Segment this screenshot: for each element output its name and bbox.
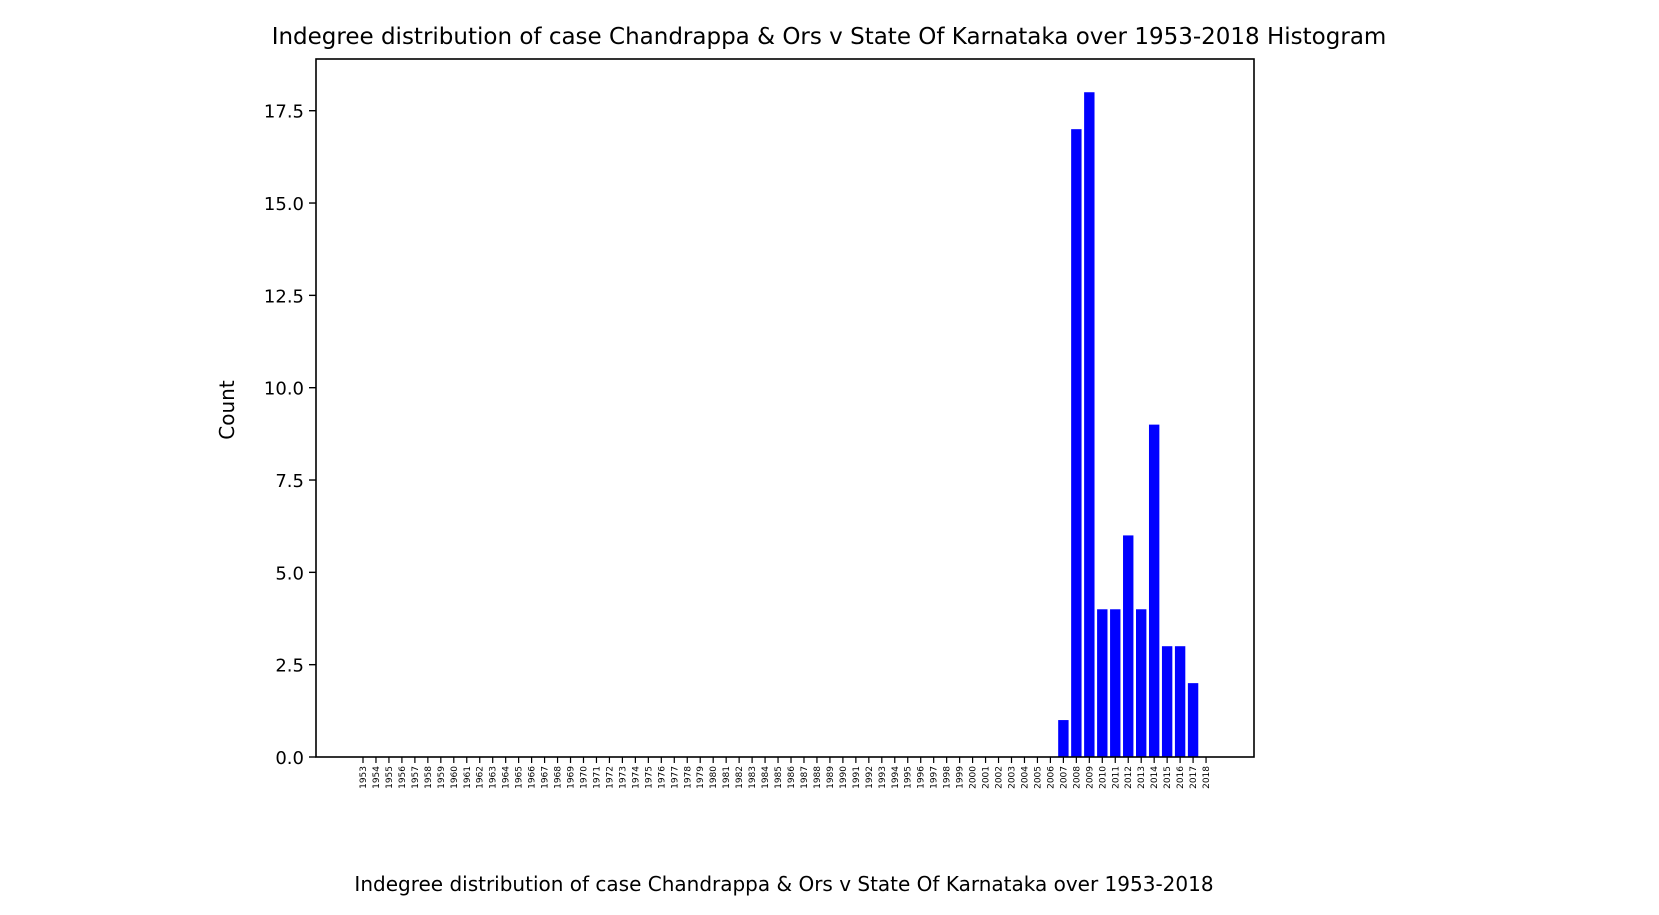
bar-2011: [1110, 609, 1121, 757]
y-tick-label: 10.0: [264, 379, 304, 400]
x-tick-label: 1963: [489, 766, 499, 789]
x-tick-label: 1992: [865, 766, 875, 789]
x-tick-label: 1966: [528, 766, 538, 789]
x-tick-label: 1991: [852, 766, 862, 789]
x-tick-label: 1977: [670, 766, 680, 789]
x-tick-label: 2010: [1098, 766, 1108, 789]
x-tick-label: 1975: [644, 766, 654, 789]
x-tick-label: 2008: [1072, 766, 1082, 789]
x-tick-label: 1994: [891, 766, 901, 789]
bar-2017: [1187, 683, 1199, 757]
bar-2014: [1148, 424, 1160, 757]
x-axis-ticks: 1953 1954 1955 1956 1957 1958 1959 1960 1961 1962…: [359, 757, 1212, 789]
x-axis-label: Indegree distribution of case Chandrappa…: [354, 872, 1213, 896]
x-tick-label: 1984: [761, 766, 771, 789]
x-tick-label: 1980: [709, 766, 719, 789]
x-tick-label: 1972: [605, 766, 615, 789]
bar-2009: [1084, 92, 1095, 757]
bar-2013: [1136, 609, 1147, 757]
x-tick-label: 1960: [450, 766, 460, 789]
x-tick-label: 1959: [437, 766, 447, 789]
x-tick-label: 2014: [1150, 766, 1160, 789]
x-tick-label: 1986: [787, 766, 797, 789]
y-tick-label: 7.5: [275, 471, 304, 492]
y-axis-label: Count: [215, 380, 239, 440]
bar-2008: [1071, 129, 1082, 757]
x-tick-label: 1979: [696, 766, 706, 789]
plot-frame: [315, 58, 1255, 758]
y-tick-label: 5.0: [275, 563, 304, 584]
bar-2015: [1161, 646, 1173, 757]
x-tick-label: 1961: [463, 766, 473, 789]
x-tick-label: 2018: [1202, 766, 1212, 789]
x-tick-label: 2002: [995, 766, 1005, 789]
x-tick-label: 1974: [631, 766, 641, 789]
x-tick-label: 1969: [567, 766, 577, 789]
x-tick-label: 1967: [541, 766, 551, 789]
x-tick-label: 2011: [1111, 766, 1121, 789]
bar-2010: [1097, 609, 1108, 757]
x-tick-label: 1997: [930, 766, 940, 789]
x-tick-label: 2005: [1033, 766, 1043, 789]
x-tick-label: 1958: [424, 766, 434, 789]
x-tick-label: 1998: [943, 766, 953, 789]
x-tick-label: 2007: [1059, 766, 1069, 789]
x-tick-label: 1999: [956, 766, 966, 789]
x-tick-label: 1993: [878, 766, 888, 789]
x-tick-label: 2001: [982, 766, 992, 789]
bar-2012: [1123, 535, 1134, 757]
x-tick-label: 1957: [411, 766, 421, 789]
y-tick-label: 2.5: [275, 656, 304, 677]
y-axis-ticks: 0.0 2.5 5.0 7.5 10.0 12.5 15.0 17.5: [264, 102, 316, 769]
x-tick-label: 1973: [618, 766, 628, 789]
y-tick-label: 0.0: [275, 748, 304, 769]
x-tick-label: 1953: [359, 766, 369, 789]
x-tick-label: 1982: [735, 766, 745, 789]
x-tick-label: 2003: [1008, 766, 1018, 789]
x-tick-label: 2012: [1124, 766, 1134, 789]
bar-2007: [1058, 720, 1069, 757]
x-tick-label: 1976: [657, 766, 667, 789]
y-tick-label: 17.5: [264, 102, 304, 123]
x-tick-label: 1962: [476, 766, 486, 789]
x-tick-label: 1985: [774, 766, 784, 789]
x-tick-label: 1964: [502, 766, 512, 789]
x-tick-label: 1983: [748, 766, 758, 789]
x-tick-label: 2006: [1046, 766, 1056, 789]
bars: [1058, 92, 1199, 757]
x-tick-label: 2004: [1020, 766, 1030, 789]
x-tick-label: 2009: [1085, 766, 1095, 789]
y-tick-label: 15.0: [264, 194, 304, 215]
x-tick-label: 2015: [1163, 766, 1173, 789]
y-tick-label: 12.5: [264, 286, 304, 307]
bar-2016: [1174, 646, 1186, 757]
x-tick-label: 1968: [554, 766, 564, 789]
x-tick-label: 1988: [813, 766, 823, 789]
x-tick-label: 1995: [904, 766, 914, 789]
x-tick-label: 1971: [592, 766, 602, 789]
x-tick-label: 1989: [826, 766, 836, 789]
x-tick-label: 1978: [683, 766, 693, 789]
x-tick-label: 1956: [398, 766, 408, 789]
chart-title: Indegree distribution of case Chandrappa…: [272, 24, 1387, 50]
x-tick-label: 1970: [579, 766, 589, 789]
x-tick-label: 1955: [385, 766, 395, 789]
x-tick-label: 1981: [722, 766, 732, 789]
x-tick-label: 1996: [917, 766, 927, 789]
x-tick-label: 1965: [515, 766, 525, 789]
x-tick-label: 2013: [1137, 766, 1147, 789]
x-tick-label: 1990: [839, 766, 849, 789]
x-tick-label: 1954: [372, 766, 382, 789]
x-tick-label: 1987: [800, 766, 810, 789]
x-tick-label: 2016: [1176, 766, 1186, 789]
x-tick-label: 2017: [1189, 766, 1199, 789]
x-tick-label: 2000: [969, 766, 979, 789]
